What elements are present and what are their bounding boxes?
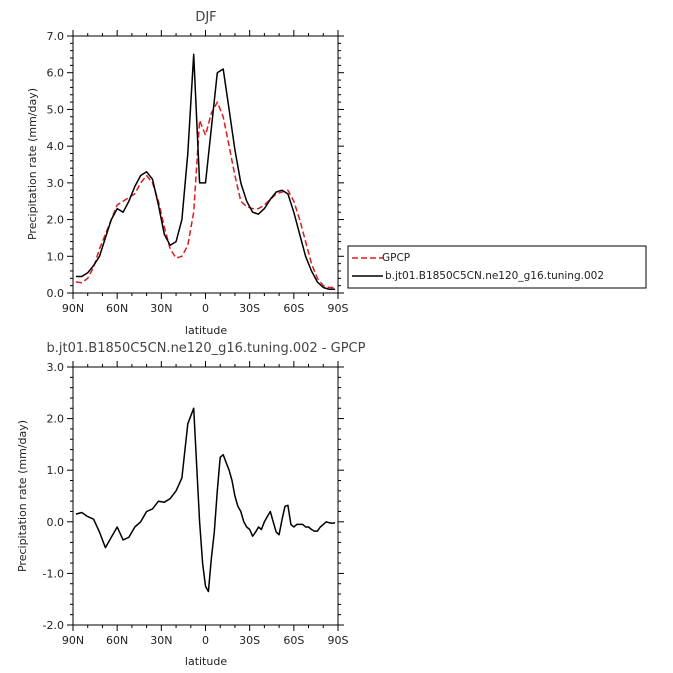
x-tick-label: 60S	[283, 634, 304, 647]
y-tick-label: 5.0	[47, 103, 65, 116]
x-tick-label: 30S	[239, 302, 260, 315]
legend: GPCP b.jt01.B1850C5CN.ne120_g16.tuning.0…	[347, 245, 647, 289]
difference-panel: b.jt01.B1850C5CN.ne120_g16.tuning.002 - …	[16, 341, 366, 668]
y-axis-label: Precipitation rate (mm/day)	[16, 420, 29, 572]
tick-group: 90N 60N 30N 0 30S 60S 90S 0.0 1.0 2.0 3.0 4.0 5.0 6.0…	[47, 30, 349, 315]
tick-group: 90N 60N 30N 0 30S 60S 90S -2.0 -1.0 0.0 1.0 2.0 3.0	[43, 361, 349, 647]
x-tick-label: 30N	[150, 634, 172, 647]
plot-frame	[72, 35, 339, 294]
legend-label-model: b.jt01.B1850C5CN.ne120_g16.tuning.002	[385, 270, 604, 282]
y-tick-label: 2.0	[47, 413, 65, 426]
x-tick-label: 0	[202, 634, 209, 647]
y-tick-label: 3.0	[47, 361, 65, 374]
x-tick-label: 90S	[328, 302, 349, 315]
x-axis-label: latitude	[185, 655, 227, 668]
y-tick-label: 1.0	[47, 250, 65, 263]
series-lines	[75, 407, 336, 593]
x-tick-label: 0	[202, 302, 209, 315]
y-tick-label: 3.0	[47, 177, 65, 190]
y-tick-label: 0.0	[47, 287, 65, 300]
y-tick-label: -2.0	[43, 619, 64, 632]
x-tick-label: 90S	[328, 634, 349, 647]
x-axis-label: latitude	[185, 324, 227, 337]
y-tick-label: 4.0	[47, 140, 65, 153]
legend-box	[347, 245, 647, 289]
series-lines	[75, 53, 336, 291]
y-tick-label: -1.0	[43, 567, 64, 580]
zonal-mean-panel: DJF latitude Precipitation rate (mm/day)…	[26, 10, 349, 337]
y-axis-label: Precipitation rate (mm/day)	[26, 88, 39, 240]
series-line-model	[75, 53, 336, 291]
y-tick-label: 0.0	[47, 516, 65, 529]
y-tick-label: 1.0	[47, 464, 65, 477]
series-line-gpcp	[75, 101, 336, 289]
x-tick-label: 90N	[62, 634, 84, 647]
x-tick-label: 60S	[283, 302, 304, 315]
difference-title: b.jt01.B1850C5CN.ne120_g16.tuning.002 - …	[47, 341, 366, 356]
x-tick-label: 30S	[239, 634, 260, 647]
series-line-difference	[75, 407, 336, 593]
legend-label-gpcp: GPCP	[382, 252, 410, 264]
x-tick-label: 30N	[150, 302, 172, 315]
y-tick-label: 2.0	[47, 214, 65, 227]
y-tick-label: 7.0	[47, 30, 65, 43]
x-tick-label: 90N	[62, 302, 84, 315]
plot-frame	[72, 366, 339, 626]
chart-title: DJF	[195, 10, 216, 25]
y-tick-label: 6.0	[47, 67, 65, 80]
x-tick-label: 60N	[106, 634, 128, 647]
x-tick-label: 60N	[106, 302, 128, 315]
